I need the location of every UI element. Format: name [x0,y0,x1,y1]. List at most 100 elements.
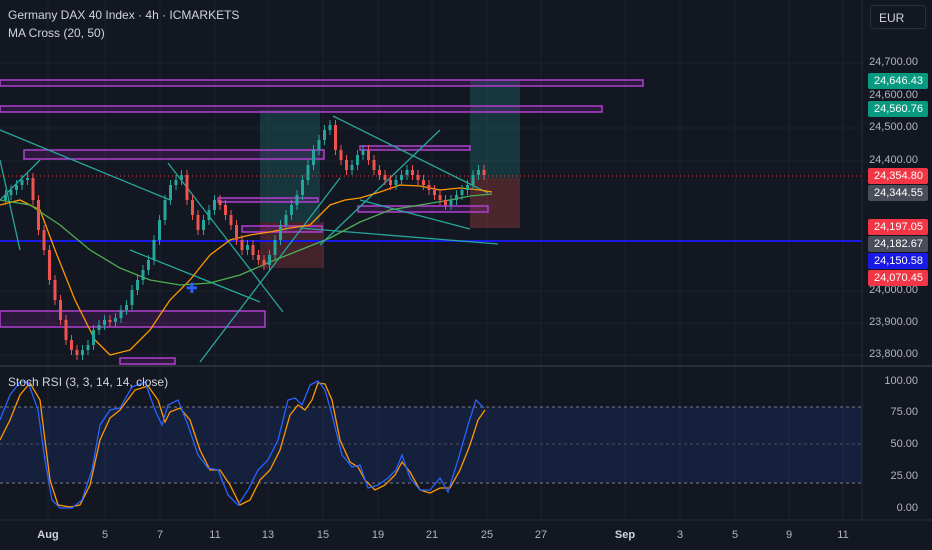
stoch-rsi-band [0,407,862,483]
candle-body [240,240,244,250]
candle-body [422,180,425,185]
time-axis-label: 5 [101,529,109,541]
price-tag: 24,646.43 [868,73,928,89]
candle-body [350,165,354,170]
candle-body [114,318,117,322]
candle-body [301,180,304,195]
candle-body [400,175,403,180]
candle-body [125,305,128,310]
candle-body [9,190,13,195]
candle-body [75,350,79,355]
candle-body [268,255,271,265]
time-axis-label: 13 [261,529,275,541]
time-axis-label: 19 [371,529,385,541]
candle-body [257,255,260,260]
candle-body [273,240,277,255]
candle-body [158,220,161,240]
time-axis-label: 3 [676,529,684,541]
rsi-axis-label: 0.00 [896,502,918,514]
candle-body [433,190,436,195]
candle-body [86,345,90,350]
ma-slow-line[interactable] [0,193,493,286]
candle-body [147,260,150,270]
chart-title[interactable]: Germany DAX 40 Index · 4h · ICMARKETS [8,8,240,22]
candle-body [361,150,365,155]
candle-body [218,200,222,205]
time-axis-label: 27 [534,529,548,541]
candle-body [482,170,486,175]
candle-body [185,175,189,200]
price-tag: 24,182.67 [868,236,928,252]
candle-body [15,185,18,190]
candle-body [136,280,139,290]
candle-body [130,290,134,305]
currency-selector[interactable]: EUR [870,5,926,29]
candle-body [312,150,315,165]
stoch-rsi-legend[interactable]: Stoch RSI (3, 3, 14, 14, close) [8,375,169,389]
candlestick-series[interactable] [4,120,486,360]
candle-body [64,320,68,340]
cross-marker-icon: ✚ [186,280,198,296]
candle-body [416,175,420,180]
candle-body [339,150,343,160]
candle-body [455,195,458,200]
price-axis-label: 23,800.00 [869,348,918,360]
time-axis-label: Sep [614,529,636,541]
time-axis-label: 21 [425,529,439,541]
candle-body [449,200,453,205]
candle-body [141,270,145,280]
ma-fast-line[interactable] [0,184,493,356]
candle-body [306,165,310,180]
rsi-axis-label: 75.00 [890,406,918,418]
candle-body [196,215,200,230]
candle-body [284,215,288,225]
candle-body [246,245,249,250]
candle-body [59,300,62,320]
candle-body [207,210,211,220]
time-axis-label: 11 [209,529,221,541]
ma-cross-legend[interactable]: MA Cross (20, 50) [8,26,105,40]
price-axis-label: 24,400.00 [869,154,918,166]
stoch-rsi-d-line[interactable] [0,381,486,508]
candle-body [460,190,464,195]
candle-body [4,195,7,200]
price-axis-label: 24,500.00 [869,121,918,133]
candle-body [383,175,387,180]
candle-body [202,220,205,230]
candle-body [191,200,194,215]
price-tag: 24,560.76 [868,101,928,117]
candle-body [152,240,156,260]
candle-body [444,200,447,205]
time-axis-label: 7 [156,529,164,541]
time-axis-label: Aug [37,529,59,541]
time-axis-label: 5 [731,529,739,541]
candle-body [81,350,84,355]
position-tools[interactable] [260,80,520,268]
candle-body [20,180,24,185]
rsi-axis-label: 100.00 [884,375,918,387]
candle-body [180,175,183,180]
rsi-axis-label: 50.00 [890,438,918,450]
time-axis-label: 11 [837,529,849,541]
candle-body [471,175,475,185]
price-axis-label: 24,600.00 [869,89,918,101]
candle-body [251,245,255,255]
rsi-axis-label: 25.00 [890,470,918,482]
price-axis-label: 24,000.00 [869,284,918,296]
candle-body [169,185,172,200]
candle-body [97,325,101,330]
candle-body [389,180,392,185]
candle-body [317,140,321,150]
stoch-rsi-k-line[interactable] [0,380,485,509]
time-axis-label: 9 [785,529,793,541]
candle-body [372,160,376,170]
current-price-tag: 24,354.80 [868,168,928,184]
candle-body [466,185,469,190]
candle-body [290,205,293,215]
candle-body [163,200,167,220]
candle-body [394,180,398,185]
candle-body [279,225,282,240]
candle-body [262,260,266,265]
price-tag: 24,070.45 [868,270,928,286]
